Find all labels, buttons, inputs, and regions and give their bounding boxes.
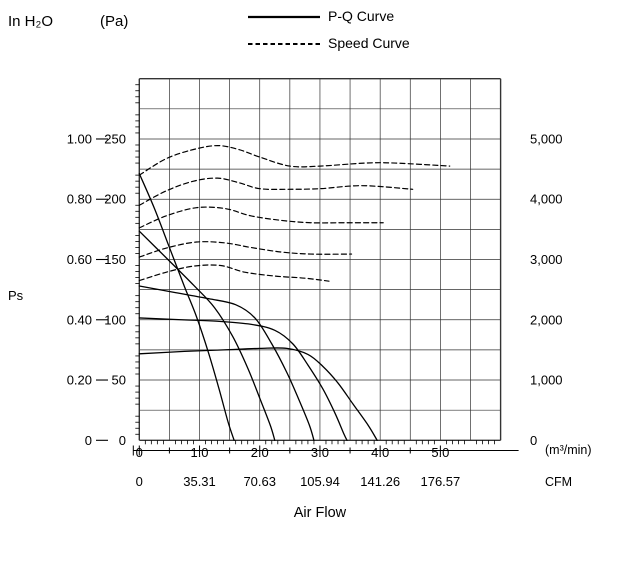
svg-text:2,000: 2,000 — [530, 312, 563, 327]
svg-text:5,000: 5,000 — [530, 131, 563, 146]
svg-text:0.20: 0.20 — [67, 373, 92, 388]
svg-text:0: 0 — [530, 433, 537, 448]
svg-text:0.60: 0.60 — [67, 252, 92, 267]
svg-text:4,000: 4,000 — [530, 192, 563, 207]
svg-text:P-Q Curve: P-Q Curve — [328, 8, 394, 24]
svg-text:0.40: 0.40 — [67, 312, 92, 327]
svg-text:In H₂O: In H₂O — [8, 13, 53, 30]
svg-text:CFM: CFM — [545, 475, 572, 489]
svg-text:3,000: 3,000 — [530, 252, 563, 267]
svg-text:150: 150 — [104, 252, 126, 267]
svg-text:50: 50 — [112, 373, 126, 388]
svg-text:200: 200 — [104, 192, 126, 207]
svg-text:(m³/min): (m³/min) — [545, 443, 592, 457]
svg-text:105.94: 105.94 — [300, 474, 340, 489]
svg-text:1.00: 1.00 — [67, 131, 92, 146]
svg-text:70.63: 70.63 — [243, 474, 276, 489]
svg-text:Air Flow: Air Flow — [294, 505, 347, 521]
svg-text:1,000: 1,000 — [530, 373, 563, 388]
svg-text:0: 0 — [85, 433, 92, 448]
svg-text:0.80: 0.80 — [67, 192, 92, 207]
svg-text:100: 100 — [104, 312, 126, 327]
svg-text:(Pa): (Pa) — [100, 13, 128, 30]
svg-text:250: 250 — [104, 131, 126, 146]
svg-text:0: 0 — [136, 474, 143, 489]
svg-text:0: 0 — [119, 433, 126, 448]
svg-text:176.57: 176.57 — [420, 474, 460, 489]
svg-text:35.31: 35.31 — [183, 474, 216, 489]
svg-text:Ps: Ps — [8, 288, 24, 303]
svg-text:141.26: 141.26 — [360, 474, 400, 489]
svg-text:Speed Curve: Speed Curve — [328, 35, 410, 51]
